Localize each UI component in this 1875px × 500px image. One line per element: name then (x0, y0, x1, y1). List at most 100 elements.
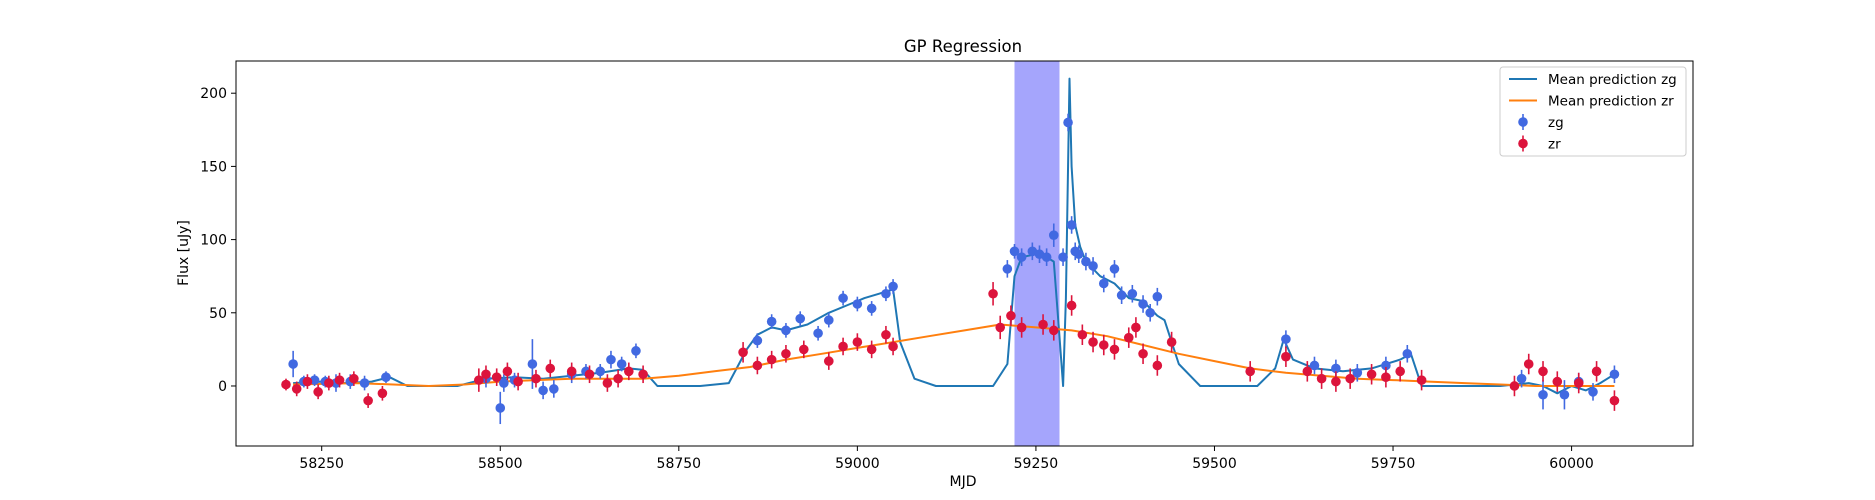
point-zg (309, 375, 320, 385)
x-tick-label: 60000 (1549, 456, 1594, 472)
point-zr (1302, 366, 1313, 377)
point-zg (881, 288, 891, 299)
point-zr (866, 344, 877, 355)
point-zr (799, 344, 809, 355)
point-zr (1006, 310, 1016, 321)
point-zg (1138, 299, 1148, 309)
point-zr (1345, 373, 1355, 384)
point-zr (1038, 319, 1048, 330)
point-zr (584, 369, 595, 380)
point-zr (1152, 360, 1163, 371)
point-zr (1245, 366, 1255, 377)
point-zr (1609, 395, 1620, 406)
y-tick-label: 100 (200, 233, 227, 249)
point-zg (595, 366, 606, 377)
chart-title: GP Regression (904, 37, 1022, 56)
point-zg (1002, 264, 1013, 274)
point-zg (1088, 261, 1098, 271)
x-tick-label: 58250 (299, 456, 344, 472)
point-zr (334, 375, 345, 385)
point-zr (531, 373, 541, 384)
point-zr (481, 369, 491, 380)
point-zg (1538, 389, 1548, 400)
point-zg (549, 384, 559, 394)
point-zr (1509, 381, 1520, 391)
point-zg (527, 359, 538, 369)
legend-point-marker (1518, 138, 1528, 149)
point-zr (502, 366, 513, 377)
point-zg (616, 359, 627, 369)
point-zr (988, 288, 998, 299)
point-zg (538, 385, 548, 396)
point-zg (499, 378, 509, 388)
point-zr (1316, 373, 1327, 384)
point-zr (1591, 366, 1602, 377)
point-zr (324, 378, 334, 388)
point-zr (281, 379, 291, 390)
point-zg (1009, 246, 1020, 257)
point-zr (1366, 369, 1377, 380)
point-zg (1609, 369, 1620, 380)
plot-area (281, 61, 1620, 446)
point-zr (1048, 325, 1059, 336)
point-zg (1081, 256, 1091, 267)
point-zg (606, 354, 616, 365)
y-tick-label: 50 (209, 306, 227, 322)
point-zr (1138, 348, 1148, 359)
point-zg (1145, 307, 1155, 318)
point-zg (1331, 363, 1341, 374)
point-zr (1088, 337, 1098, 347)
legend-box (1499, 66, 1687, 157)
point-zr (1066, 300, 1077, 311)
axes: 58250 58500 58750 59000 59250 59500 59750 60000… (200, 60, 1694, 472)
point-zg (838, 293, 848, 303)
point-zg (1127, 288, 1138, 299)
point-zg (1402, 348, 1413, 359)
point-zg (1309, 360, 1320, 371)
point-zg (781, 325, 791, 336)
point-zg (1559, 389, 1570, 400)
point-zr (349, 373, 359, 384)
point-zg (1381, 360, 1391, 371)
y-tick-label: 150 (200, 159, 227, 175)
point-zr (638, 369, 648, 380)
point-zg (866, 303, 877, 314)
point-zr (1573, 378, 1584, 388)
point-zr (752, 360, 763, 371)
x-tick-label: 59750 (1371, 456, 1416, 472)
point-zg (766, 316, 777, 327)
point-zr (766, 354, 777, 365)
point-zg (1152, 291, 1163, 302)
legend-label: zg (1548, 115, 1564, 131)
point-zg (381, 372, 391, 382)
point-zr (1538, 366, 1548, 377)
point-zg (795, 313, 806, 324)
point-zr (377, 388, 388, 399)
point-zr (888, 341, 898, 352)
point-zg (1588, 387, 1598, 397)
point-zg (359, 378, 370, 388)
point-zr (738, 347, 748, 358)
point-zr (781, 348, 791, 359)
point-zr (613, 373, 623, 384)
point-zr (1523, 359, 1534, 369)
point-zr (1131, 322, 1141, 333)
point-zr (313, 387, 323, 397)
point-zr (491, 372, 502, 382)
point-zg (495, 403, 506, 413)
point-zr (602, 378, 613, 388)
y-tick-label: 200 (200, 86, 227, 102)
point-zg (852, 299, 863, 309)
point-zg (1048, 230, 1059, 241)
point-zg (1098, 278, 1109, 289)
point-zr (1281, 351, 1291, 362)
x-tick-label: 59000 (835, 456, 880, 472)
x-tick-label: 58750 (657, 456, 702, 472)
point-zr (291, 384, 302, 394)
point-zr (1416, 375, 1427, 385)
point-zr (852, 337, 863, 347)
point-zr (363, 395, 373, 406)
point-zg (631, 346, 641, 356)
point-zr (1098, 340, 1109, 350)
